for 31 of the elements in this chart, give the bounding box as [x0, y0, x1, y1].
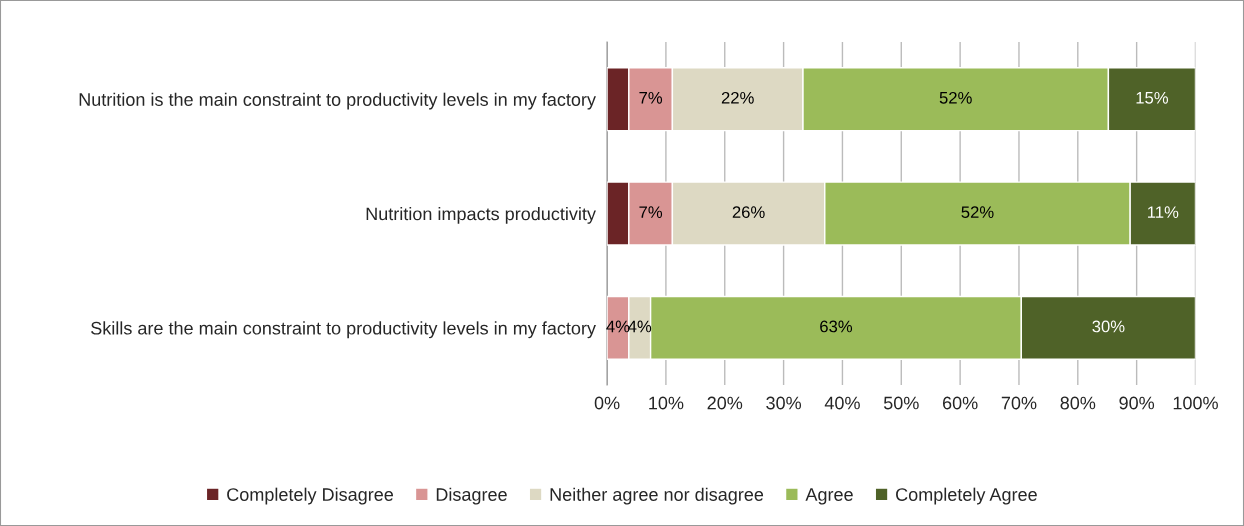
x-tick-label: 80%: [1060, 396, 1096, 410]
x-tick-label: 40%: [824, 396, 860, 410]
data-label: 7%: [639, 91, 663, 104]
x-tick-label: 20%: [707, 396, 743, 410]
x-tick-label: 60%: [942, 396, 978, 410]
data-label: 26%: [732, 206, 765, 219]
legend-label: Completely Agree: [896, 487, 1037, 505]
data-label: 4%: [628, 320, 652, 333]
legend-label: Agree: [805, 488, 853, 505]
x-tick-label: 0%: [594, 396, 620, 410]
x-tick-label: 90%: [1119, 396, 1155, 410]
data-label: 11%: [1148, 206, 1179, 218]
data-label: 30%: [1092, 320, 1125, 333]
y-tick-label: Nutrition is the main constraint to productivity levels in my factory: [79, 92, 596, 110]
data-label: 52%: [939, 91, 972, 104]
x-tick-label: 30%: [766, 396, 802, 410]
data-label: 7%: [639, 206, 663, 218]
x-tick-label: 100%: [1173, 396, 1218, 410]
x-tick-label: 10%: [649, 396, 684, 410]
data-label: 63%: [820, 320, 853, 333]
x-tick-label: 70%: [1001, 396, 1037, 410]
data-label: 52%: [961, 206, 994, 219]
data-label: 22%: [721, 91, 754, 104]
legend-label: Completely Disagree: [227, 487, 394, 505]
data-label: 15%: [1136, 91, 1169, 104]
legend-label: Disagree: [436, 487, 507, 505]
data-label: 4%: [606, 320, 630, 333]
y-tick-label: Nutrition impacts productivity: [366, 207, 596, 224]
legend-label: Neither agree nor disagree: [550, 487, 764, 505]
x-tick-label: 50%: [883, 396, 919, 410]
y-tick-label: Skills are the main constraint to productivity levels in my factory: [91, 321, 596, 339]
